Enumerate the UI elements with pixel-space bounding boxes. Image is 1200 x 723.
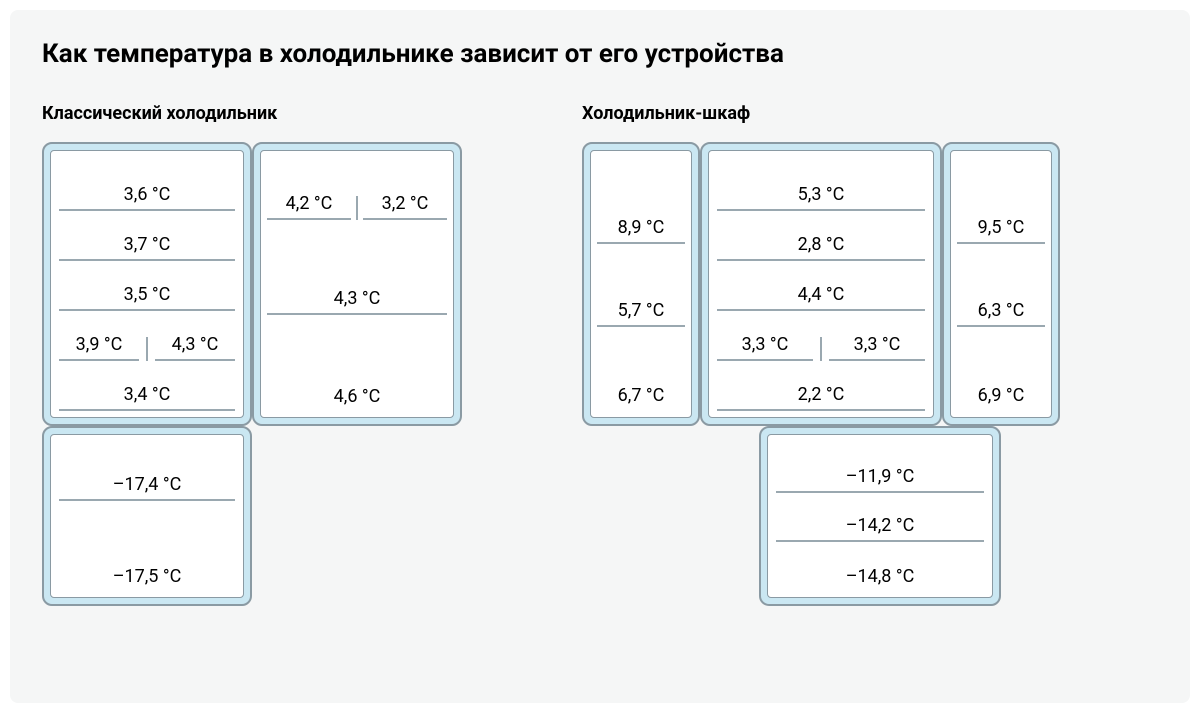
temperature-label: 4,3 °C — [155, 334, 235, 359]
temperature-label: 8,9 °C — [597, 217, 685, 242]
classic-door-inner: 4,2 °C 3,2 °C 4,3 °C 4,6 °C — [260, 150, 454, 418]
temperature-label: 3,6 °C — [59, 184, 235, 209]
classic-fridge-block: Классический холодильник 3,6 °C 3,7 °C 3,5… — [42, 103, 462, 606]
temperature-label: 4,3 °C — [267, 288, 447, 313]
page-title: Как температура в холодильнике зависит о… — [42, 38, 1158, 71]
cabinet-left-door-inner: 8,9 °C 5,7 °C 6,7 °C — [590, 150, 692, 418]
cabinet-main-compartment: 5,3 °C 2,8 °C 4,4 °C 3,3 °C 3,3 °C 2,2 °C — [700, 142, 942, 426]
cabinet-upper: 8,9 °C 5,7 °C 6,7 °C 5,3 °C 2,8 °C 4,4 °C 3,3… — [582, 142, 1060, 426]
cabinet-fridge-block: Холодильник-шкаф 8,9 °C 5,7 °C 6,7 °C 5,3 … — [582, 103, 1060, 606]
classic-title: Классический холодильник — [42, 103, 462, 124]
cabinet-freezer-compartment: –11,9 °C –14,2 °C –14,8 °C — [759, 426, 1001, 606]
temperature-label: 5,7 °C — [597, 300, 685, 325]
temperature-label: 3,3 °C — [717, 334, 813, 359]
temperature-label: –17,5 °C — [59, 566, 235, 591]
temperature-label: 9,5 °C — [957, 217, 1045, 242]
cabinet-main-inner: 5,3 °C 2,8 °C 4,4 °C 3,3 °C 3,3 °C 2,2 °C — [708, 150, 934, 418]
fridge-row: Классический холодильник 3,6 °C 3,7 °C 3,5… — [42, 103, 1158, 606]
temperature-label: –14,8 °C — [776, 566, 984, 591]
cabinet-freezer-offset — [641, 426, 759, 606]
cabinet-lower: –11,9 °C –14,2 °C –14,8 °C — [582, 426, 1060, 606]
classic-lower: –17,4 °C –17,5 °C — [42, 426, 462, 606]
temperature-label: 5,3 °C — [717, 184, 925, 209]
temperature-label: 4,4 °C — [717, 284, 925, 309]
cabinet-fridge: 8,9 °C 5,7 °C 6,7 °C 5,3 °C 2,8 °C 4,4 °C 3,3… — [582, 142, 1060, 606]
temperature-label: 3,3 °C — [829, 334, 925, 359]
temperature-label: 3,5 °C — [59, 284, 235, 309]
classic-door-compartment: 4,2 °C 3,2 °C 4,3 °C 4,6 °C — [252, 142, 462, 426]
temperature-label: 3,2 °C — [363, 193, 447, 218]
temperature-label: 6,7 °C — [597, 385, 685, 410]
temperature-label: 2,8 °C — [717, 234, 925, 259]
infographic-canvas: Как температура в холодильнике зависит о… — [10, 10, 1190, 703]
temperature-label: 6,3 °C — [957, 300, 1045, 325]
temperature-label: 2,2 °C — [717, 384, 925, 409]
temperature-label: 6,9 °C — [957, 385, 1045, 410]
cabinet-right-door: 9,5 °C 6,3 °C 6,9 °C — [942, 142, 1060, 426]
classic-main-compartment: 3,6 °C 3,7 °C 3,5 °C 3,9 °C 4,3 °C 3,4 °C — [42, 142, 252, 426]
cabinet-title: Холодильник-шкаф — [582, 103, 1060, 124]
temperature-label: 3,4 °C — [59, 384, 235, 409]
cabinet-left-door: 8,9 °C 5,7 °C 6,7 °C — [582, 142, 700, 426]
temperature-label: –14,2 °C — [776, 515, 984, 540]
classic-main-inner: 3,6 °C 3,7 °C 3,5 °C 3,9 °C 4,3 °C 3,4 °C — [50, 150, 244, 418]
classic-freezer-inner: –17,4 °C –17,5 °C — [50, 434, 244, 598]
temperature-label: 3,9 °C — [59, 334, 139, 359]
temperature-label: –17,4 °C — [59, 474, 235, 499]
temperature-label: 4,2 °C — [267, 193, 351, 218]
classic-fridge: 3,6 °C 3,7 °C 3,5 °C 3,9 °C 4,3 °C 3,4 °C 4,2… — [42, 142, 462, 606]
classic-freezer-compartment: –17,4 °C –17,5 °C — [42, 426, 252, 606]
temperature-label: 4,6 °C — [267, 386, 447, 411]
temperature-label: 3,7 °C — [59, 234, 235, 259]
classic-upper: 3,6 °C 3,7 °C 3,5 °C 3,9 °C 4,3 °C 3,4 °C 4,2… — [42, 142, 462, 426]
temperature-label: –11,9 °C — [776, 466, 984, 491]
cabinet-right-door-inner: 9,5 °C 6,3 °C 6,9 °C — [950, 150, 1052, 418]
cabinet-freezer-inner: –11,9 °C –14,2 °C –14,8 °C — [767, 434, 993, 598]
